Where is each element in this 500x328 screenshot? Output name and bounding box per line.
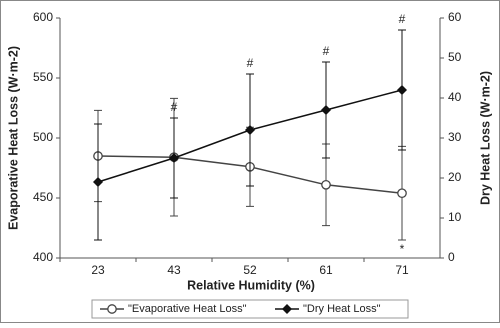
legend-label: "Evaporative Heat Loss"	[128, 303, 247, 315]
marker	[321, 179, 331, 190]
x-tick-label: 43	[167, 263, 181, 277]
x-tick-label: 61	[319, 263, 333, 277]
legend-label: "Dry Heat Loss"	[303, 303, 381, 315]
y-tick-label: 450	[33, 190, 53, 204]
annotation: #	[399, 12, 406, 26]
marker	[397, 188, 407, 199]
x-tick-label: 23	[91, 263, 105, 277]
legend	[91, 299, 409, 319]
y2-tick-label: 30	[448, 130, 462, 144]
y2-tick-label: 0	[448, 250, 455, 264]
marker	[397, 85, 407, 95]
annotation: #	[247, 56, 254, 70]
y-tick-label: 550	[33, 70, 53, 84]
x-tick-label: 52	[243, 263, 257, 277]
marker	[93, 177, 103, 187]
y2-tick-label: 50	[448, 50, 462, 64]
marker	[321, 105, 331, 115]
y-tick-label: 600	[33, 10, 53, 24]
marker	[169, 153, 179, 163]
marker	[107, 304, 117, 314]
annotation: *	[400, 242, 405, 256]
annotation: #	[171, 100, 178, 114]
y2-axis-title: Dry Heat Loss (W·m-2)	[478, 71, 492, 205]
y2-tick-label: 10	[448, 210, 462, 224]
x-tick-label: 71	[395, 263, 409, 277]
marker	[282, 304, 292, 314]
y-tick-label: 400	[33, 250, 53, 264]
annotation: #	[323, 44, 330, 58]
y2-tick-label: 40	[448, 90, 462, 104]
y2-tick-label: 60	[448, 10, 462, 24]
marker	[245, 125, 255, 135]
y2-tick-label: 20	[448, 170, 462, 184]
x-axis-title: Relative Humidity (%)	[187, 278, 315, 292]
y-tick-label: 500	[33, 130, 53, 144]
y-axis-title: Evaporative Heat Loss (W·m-2)	[6, 46, 20, 230]
